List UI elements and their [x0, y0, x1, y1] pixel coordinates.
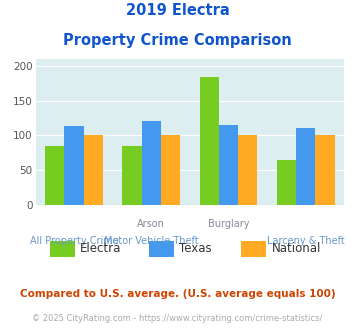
Text: Texas: Texas [179, 242, 212, 255]
Bar [45, 146, 65, 205]
Bar [65, 126, 84, 205]
Text: National: National [272, 242, 321, 255]
Text: Arson: Arson [137, 219, 165, 229]
Bar [142, 121, 161, 205]
Text: Motor Vehicle Theft: Motor Vehicle Theft [104, 236, 199, 246]
Bar [122, 146, 142, 205]
Text: Larceny & Theft: Larceny & Theft [267, 236, 345, 246]
Text: Electra: Electra [80, 242, 121, 255]
Bar [84, 135, 103, 205]
Bar [296, 128, 315, 205]
Text: Compared to U.S. average. (U.S. average equals 100): Compared to U.S. average. (U.S. average … [20, 289, 335, 299]
Text: Burglary: Burglary [208, 219, 249, 229]
Text: Property Crime Comparison: Property Crime Comparison [63, 33, 292, 48]
Text: All Property Crime: All Property Crime [30, 236, 119, 246]
Bar [161, 135, 180, 205]
Bar [200, 77, 219, 205]
Bar [277, 160, 296, 205]
Bar [315, 135, 335, 205]
Text: 2019 Electra: 2019 Electra [126, 3, 229, 18]
Bar [219, 125, 238, 205]
Bar [238, 135, 257, 205]
Text: © 2025 CityRating.com - https://www.cityrating.com/crime-statistics/: © 2025 CityRating.com - https://www.city… [32, 314, 323, 323]
